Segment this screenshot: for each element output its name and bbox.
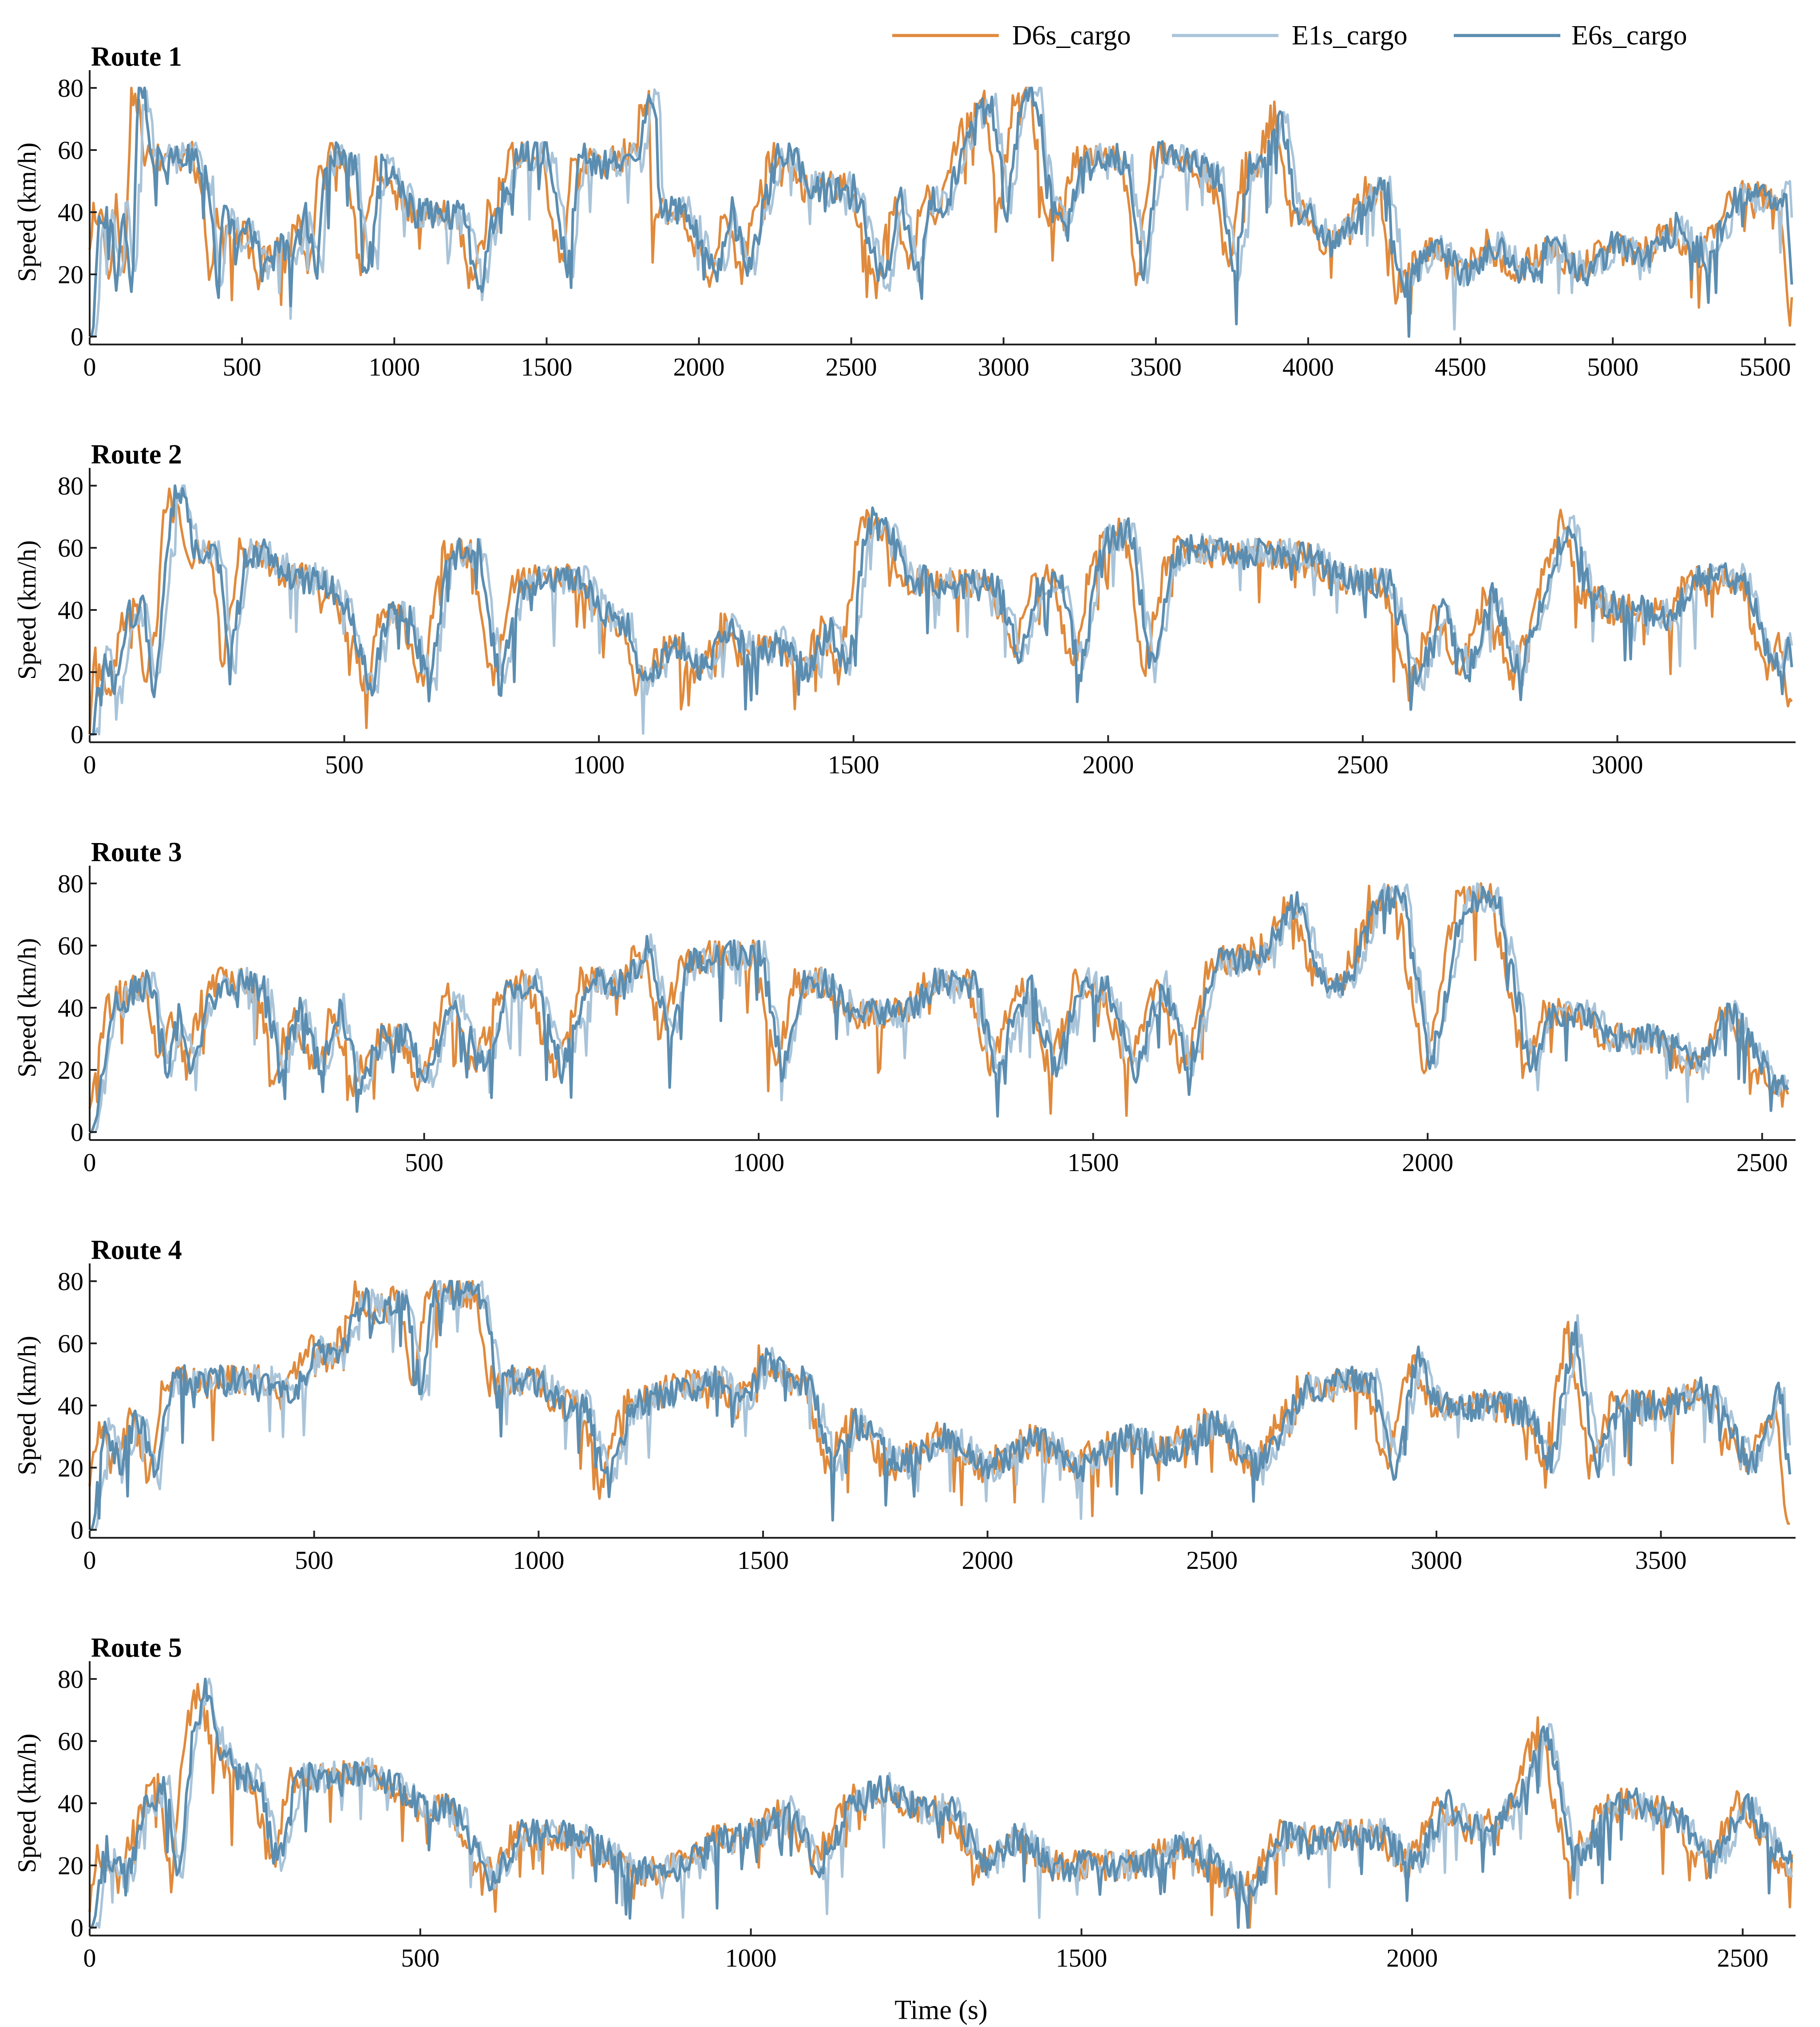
x-tick-label: 500 — [223, 352, 261, 381]
x-tick-label: 5500 — [1739, 352, 1791, 381]
y-tick-label: 60 — [58, 136, 83, 165]
y-tick-label: 20 — [58, 658, 83, 687]
x-tick-label: 2500 — [1737, 1148, 1788, 1177]
panel-route-5: Route 5 Speed (km/h) 0 20 40 60 80 0 500 1000 1500… — [12, 1633, 1796, 1972]
y-tick-label: 60 — [58, 534, 83, 562]
panel-title: Route 5 — [91, 1633, 182, 1663]
panel-title: Route 1 — [91, 42, 182, 72]
legend-label-d6s: D6s_cargo — [1012, 20, 1131, 51]
series-line-e1s — [90, 882, 1789, 1133]
x-axis-label: Time (s) — [894, 1995, 988, 2025]
x-tick-label: 1000 — [733, 1148, 784, 1177]
panel-route-4: Route 4 Speed (km/h) 0 20 40 60 80 0 500 1000 1500… — [12, 1235, 1796, 1575]
x-tick-label: 4500 — [1435, 352, 1486, 381]
y-tick-label: 20 — [58, 1056, 83, 1085]
y-tick-label: 80 — [58, 1665, 83, 1694]
panel-title: Route 2 — [91, 439, 182, 470]
y-tick-label: 0 — [71, 1913, 83, 1942]
y-tick-label: 40 — [58, 596, 83, 625]
series-line-e6s — [90, 87, 1793, 338]
x-tick-label: 2500 — [1186, 1546, 1238, 1575]
y-axis-label: Speed (km/h) — [12, 1734, 41, 1873]
x-tick-label: 2000 — [1386, 1944, 1438, 1972]
x-tick-label: 2500 — [1337, 750, 1389, 779]
x-tick-label: 2000 — [1082, 750, 1134, 779]
y-tick-label: 60 — [58, 931, 83, 960]
x-tick-label: 2000 — [962, 1546, 1013, 1575]
x-tick-label: 500 — [405, 1148, 443, 1177]
y-tick-label: 40 — [58, 994, 83, 1022]
legend: D6s_cargo E1s_cargo E6s_cargo — [892, 20, 1687, 51]
x-tick-label: 3000 — [1591, 750, 1643, 779]
y-axis-label: Speed (km/h) — [12, 540, 41, 680]
panel-route-2: Route 2 Speed (km/h) 0 20 40 60 80 0 500 1000 1500… — [12, 439, 1796, 779]
y-tick-label: 40 — [58, 198, 83, 227]
series-line-d6s — [88, 487, 1793, 735]
x-tick-label: 1500 — [521, 352, 572, 381]
y-tick-label: 80 — [58, 869, 83, 898]
y-tick-label: 0 — [71, 720, 83, 749]
series-line-e6s — [90, 484, 1793, 736]
y-tick-label: 60 — [58, 1727, 83, 1756]
panels: Route 1 Speed (km/h) 0 20 40 60 80 0 500 1000 1500… — [12, 42, 1796, 1972]
x-tick-label: 500 — [401, 1944, 439, 1972]
x-tick-label: 2000 — [673, 352, 725, 381]
x-tick-label: 2500 — [826, 352, 877, 381]
x-tick-label: 500 — [325, 750, 364, 779]
y-tick-label: 20 — [58, 260, 83, 289]
x-tick-label: 1500 — [1068, 1148, 1119, 1177]
panel-title: Route 4 — [91, 1235, 182, 1265]
x-tick-label: 1500 — [1056, 1944, 1107, 1972]
panel-route-1: Route 1 Speed (km/h) 0 20 40 60 80 0 500 1000 1500… — [12, 42, 1796, 381]
x-tick-label: 3500 — [1130, 352, 1182, 381]
x-tick-label: 5000 — [1587, 352, 1638, 381]
x-tick-label: 0 — [83, 750, 96, 779]
x-tick-label: 1000 — [513, 1546, 564, 1575]
y-tick-label: 80 — [58, 1267, 83, 1296]
y-tick-label: 0 — [71, 322, 83, 351]
y-tick-label: 0 — [71, 1516, 83, 1544]
x-tick-label: 1500 — [737, 1546, 789, 1575]
x-tick-label: 0 — [83, 1148, 96, 1177]
x-tick-label: 1000 — [725, 1944, 777, 1972]
legend-label-e6s: E6s_cargo — [1571, 20, 1687, 51]
x-tick-label: 500 — [295, 1546, 333, 1575]
x-tick-label: 0 — [83, 1546, 96, 1575]
y-tick-label: 80 — [58, 471, 83, 500]
y-axis-label: Speed (km/h) — [12, 143, 41, 282]
y-tick-label: 40 — [58, 1789, 83, 1818]
x-tick-label: 0 — [83, 1944, 96, 1972]
y-tick-label: 20 — [58, 1453, 83, 1482]
x-tick-label: 3000 — [978, 352, 1029, 381]
y-tick-label: 60 — [58, 1329, 83, 1358]
x-tick-label: 1500 — [828, 750, 879, 779]
series-line-e6s — [90, 885, 1789, 1133]
y-axis-label: Speed (km/h) — [12, 1336, 41, 1475]
panel-route-3: Route 3 Speed (km/h) 0 20 40 60 80 0 500 1000 1500… — [12, 837, 1796, 1177]
x-tick-label: 2500 — [1717, 1944, 1769, 1972]
x-tick-label: 3500 — [1635, 1546, 1687, 1575]
series-line-d6s — [88, 1280, 1790, 1525]
series-line-e1s — [90, 1678, 1793, 1929]
legend-label-e1s: E1s_cargo — [1292, 20, 1408, 51]
x-tick-label: 1000 — [573, 750, 625, 779]
series-line-e6s — [90, 1280, 1792, 1531]
y-axis-label: Speed (km/h) — [12, 938, 41, 1077]
panel-title: Route 3 — [91, 837, 182, 867]
x-tick-label: 0 — [83, 352, 96, 381]
x-tick-label: 3000 — [1411, 1546, 1462, 1575]
y-tick-label: 40 — [58, 1391, 83, 1420]
series-line-e6s — [90, 1678, 1793, 1929]
x-tick-label: 1000 — [368, 352, 420, 381]
y-tick-label: 20 — [58, 1851, 83, 1880]
y-tick-label: 0 — [71, 1118, 83, 1147]
x-tick-label: 2000 — [1402, 1148, 1453, 1177]
x-tick-label: 4000 — [1282, 352, 1334, 381]
y-tick-label: 80 — [58, 74, 83, 103]
